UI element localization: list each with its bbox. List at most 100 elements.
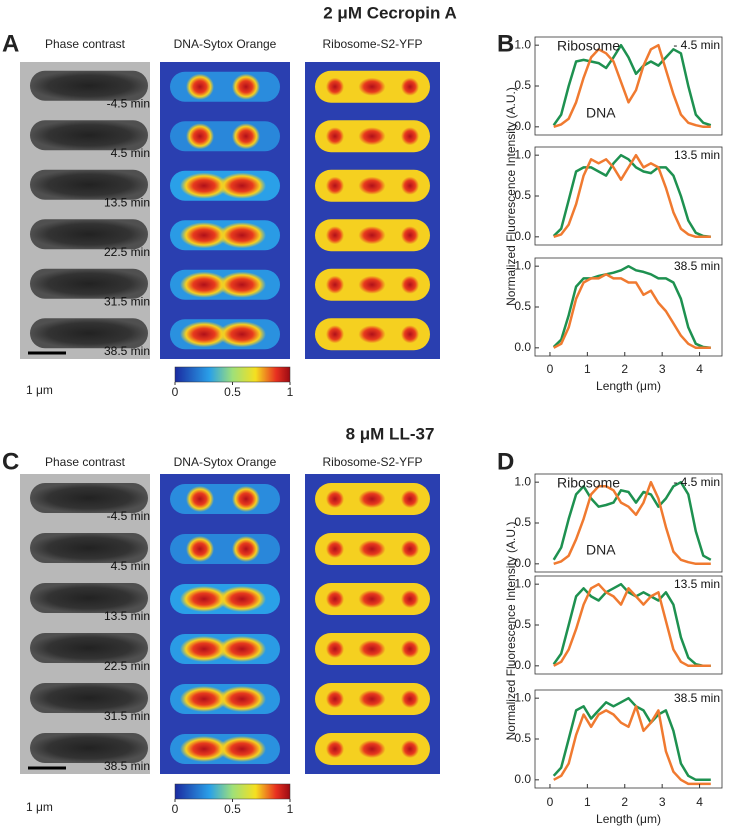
y-tick-label: 1.0 [514,258,531,272]
dna-spot [218,736,266,762]
cell-phase [30,318,148,349]
time-label: 4.5 min [111,146,150,160]
ribosome-spot [354,173,390,198]
panel-label: D [497,448,514,475]
dna-spot [232,73,260,100]
y-tick-label: 0.0 [514,658,531,672]
dna-spot [186,73,214,100]
intensity-line [552,480,712,561]
time-label: 38.5 min [104,344,150,358]
y-tick-label: 1.0 [514,690,531,704]
ribosome-spot [354,74,390,99]
ribosome-spot [354,124,390,149]
dna-image [160,62,290,359]
cell-phase [30,633,148,663]
ribosome-spot [323,223,347,248]
legend-ribosome: Ribosome [557,38,620,54]
x-axis-label: Length (μm) [596,812,661,826]
colorbar [174,366,291,383]
ribosome-spot [398,587,422,611]
ribosome-spot [398,687,422,711]
x-tick-label: 1 [584,795,591,809]
y-tick-label: 0.5 [514,299,531,313]
ribosome-spot [323,322,347,347]
legend-dna: DNA [586,105,616,121]
ribosome-spot [398,74,422,99]
colorbar-tick-label: 0 [172,802,179,816]
y-tick-label: 1.0 [514,37,531,51]
time-label: -4.5 min [107,509,150,523]
y-tick-label: 0.5 [514,78,531,92]
colorbar-tick-label: 0 [172,385,179,399]
x-tick-label: 2 [621,362,628,376]
cell-phase [30,683,148,713]
y-tick-label: 0.0 [514,229,531,243]
y-tick-label: 0.5 [514,515,531,529]
ribosome-spot [398,487,422,511]
dna-spot [218,636,266,662]
time-label: -4.5 min [107,97,150,111]
ribosome-spot [398,737,422,761]
ribosome-spot [354,487,390,511]
intensity-line [553,480,711,566]
section-title: 8 μM LL-37 [346,424,435,443]
panel-label: C [2,448,19,475]
time-label: 13.5 min [104,196,150,210]
time-label: 22.5 min [104,245,150,259]
time-label: 38.5 min [674,259,720,273]
dna-spot [186,536,214,562]
dna-spot [218,271,266,298]
column-header: Ribosome-S2-YFP [322,37,422,51]
dna-spot [218,321,266,348]
dna-spot [180,586,228,612]
x-tick-label: 4 [696,362,703,376]
cell-phase [30,169,148,200]
intensity-line [552,43,712,127]
phase-image [20,474,150,774]
panel-label: B [497,30,514,57]
y-axis-label: Normalized Fluorescence Intensity (A.U.) [504,522,518,741]
intensity-line [552,264,711,350]
column-header: DNA-Sytox Orange [174,455,277,469]
dna-spot [232,536,260,562]
ribosome-spot [354,687,390,711]
dna-spot [232,123,260,150]
ribosome-spot [323,74,347,99]
ribosome-spot [323,124,347,149]
scale-bar-label: 1 μm [26,383,53,397]
column-header: DNA-Sytox Orange [174,37,277,51]
legend-ribosome: Ribosome [557,475,620,491]
time-label: - 4.5 min [673,38,720,52]
ribosome-spot [323,587,347,611]
ribosome-spot [354,272,390,297]
column-header: Ribosome-S2-YFP [322,455,422,469]
ribosome-spot [398,223,422,248]
colorbar [174,783,291,800]
dna-image [160,474,290,774]
x-tick-label: 2 [621,795,628,809]
dna-spot [180,686,228,712]
ribosome-spot [354,223,390,248]
cell-phase [30,120,148,151]
intensity-line [553,43,711,129]
legend-dna: DNA [586,542,616,558]
x-axis-label: Length (μm) [596,379,661,393]
dna-spot [180,636,228,662]
cell-phase [30,483,148,513]
ribosome-spot [398,537,422,561]
ribosome-spot [398,272,422,297]
phase-image [20,62,150,359]
intensity-line [552,582,711,668]
x-tick-label: 4 [696,795,703,809]
time-label: - 4.5 min [673,475,720,489]
y-tick-label: 1.0 [514,147,531,161]
colorbar-tick-label: 0.5 [224,385,241,399]
x-tick-label: 1 [584,362,591,376]
cell-phase [30,70,148,101]
column-header: Phase contrast [45,37,126,51]
dna-spot [218,172,266,199]
ribosome-spot [323,272,347,297]
dna-spot [232,486,260,512]
dna-spot [180,736,228,762]
